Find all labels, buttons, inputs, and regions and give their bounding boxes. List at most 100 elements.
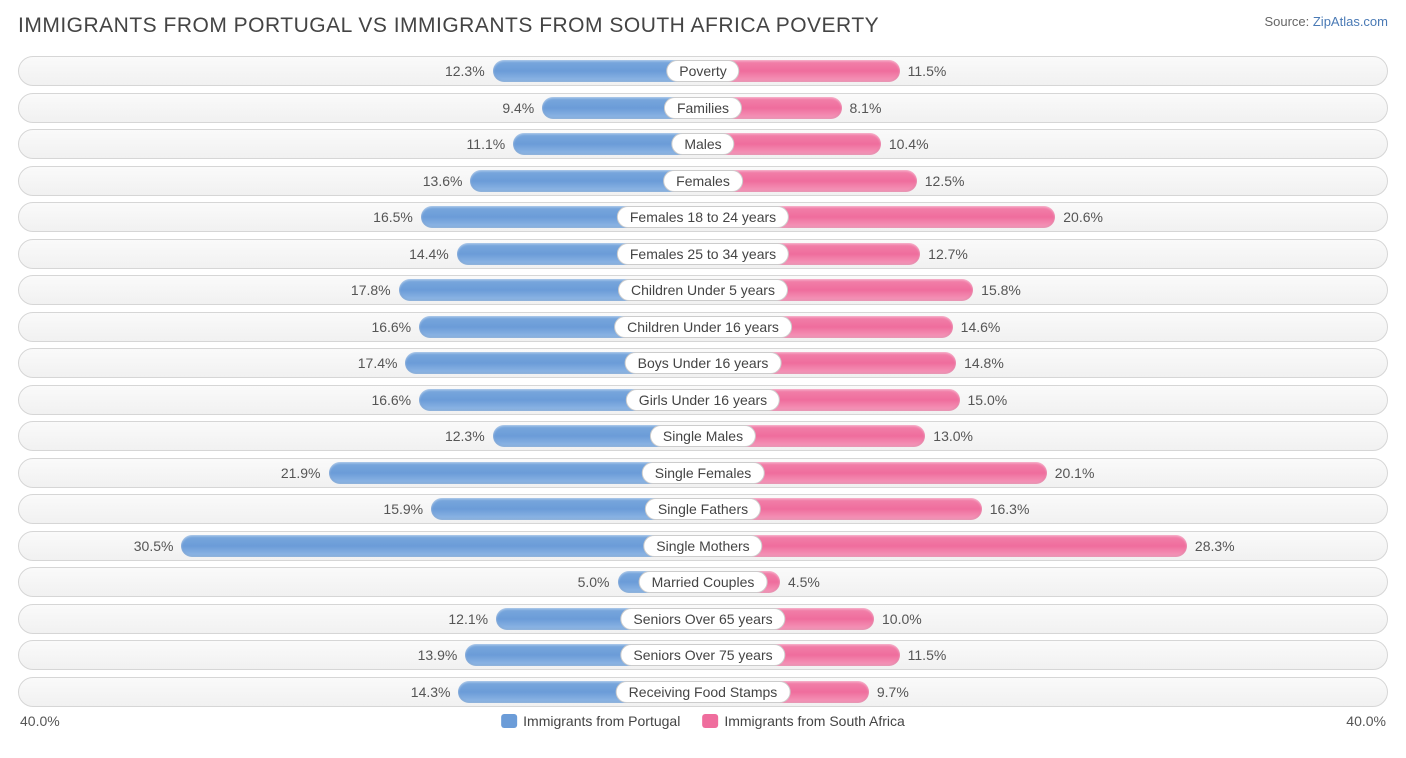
bar-row: 17.8%15.8%Children Under 5 years — [18, 275, 1388, 305]
value-right: 4.5% — [788, 574, 820, 590]
value-left: 14.4% — [409, 246, 449, 262]
value-left: 17.8% — [351, 282, 391, 298]
row-right-half: 14.6% — [703, 316, 1387, 338]
bar-row: 14.3%9.7%Receiving Food Stamps — [18, 677, 1388, 707]
bar-row: 30.5% 28.3% Single Mothers — [18, 531, 1388, 561]
row-left-half: 16.5% — [19, 206, 703, 228]
bar-row: 13.6% 12.5% Females — [18, 166, 1388, 196]
legend: Immigrants from Portugal Immigrants from… — [501, 713, 905, 729]
row-left-half: 12.3% — [19, 60, 703, 82]
row-right-half: 11.5% — [703, 60, 1387, 82]
value-left: 12.3% — [445, 428, 485, 444]
category-label: Seniors Over 75 years — [620, 644, 785, 666]
value-right: 20.1% — [1055, 465, 1095, 481]
row-right-half: 13.0% — [703, 425, 1387, 447]
source-attribution: Source: ZipAtlas.com — [1264, 14, 1388, 29]
value-left: 13.9% — [418, 647, 458, 663]
value-right: 14.8% — [964, 355, 1004, 371]
row-left-half: 30.5% — [19, 535, 703, 557]
bar-row: 13.9% 11.5%Seniors Over 75 years — [18, 640, 1388, 670]
category-label: Females 25 to 34 years — [617, 243, 789, 265]
row-left-half: 14.4% — [19, 243, 703, 265]
bar-row: 16.5%20.6%Females 18 to 24 years — [18, 202, 1388, 232]
value-left: 11.1% — [467, 136, 506, 152]
value-right: 28.3% — [1195, 538, 1235, 554]
row-right-half: 4.5% — [703, 571, 1387, 593]
value-left: 17.4% — [358, 355, 398, 371]
value-right: 9.7% — [877, 684, 909, 700]
row-left-half: 12.1% — [19, 608, 703, 630]
bar-row: 16.6% 15.0% Girls Under 16 years — [18, 385, 1388, 415]
value-left: 21.9% — [281, 465, 321, 481]
row-right-half: 8.1% — [703, 97, 1387, 119]
bar-row: 9.4% 8.1% Families — [18, 93, 1388, 123]
value-right: 15.0% — [968, 392, 1008, 408]
legend-item-left: Immigrants from Portugal — [501, 713, 680, 729]
category-label: Males — [671, 133, 734, 155]
value-left: 13.6% — [423, 173, 463, 189]
category-label: Seniors Over 65 years — [620, 608, 785, 630]
category-label: Children Under 16 years — [614, 316, 792, 338]
row-right-half: 20.1% — [703, 462, 1387, 484]
row-right-half: 10.4% — [703, 133, 1387, 155]
bar-row: 12.3% 13.0% Single Males — [18, 421, 1388, 451]
bar-row: 12.3% 11.5% Poverty — [18, 56, 1388, 86]
bar-row: 11.1% 10.4%Males — [18, 129, 1388, 159]
legend-item-right: Immigrants from South Africa — [702, 713, 905, 729]
row-right-half: 11.5% — [703, 644, 1387, 666]
row-left-half: 15.9% — [19, 498, 703, 520]
bar-row: 15.9%16.3%Single Fathers — [18, 494, 1388, 524]
legend-swatch-pink — [702, 714, 718, 728]
value-right: 10.0% — [882, 611, 922, 627]
category-label: Boys Under 16 years — [625, 352, 782, 374]
category-label: Single Males — [650, 425, 756, 447]
row-left-half: 17.4% — [19, 352, 703, 374]
header: IMMIGRANTS FROM PORTUGAL VS IMMIGRANTS F… — [18, 14, 1388, 38]
bar-row: 21.9% 20.1% Single Females — [18, 458, 1388, 488]
source-prefix: Source: — [1264, 14, 1312, 29]
row-left-half: 5.0% — [19, 571, 703, 593]
row-right-half: 28.3% — [703, 535, 1387, 557]
row-left-half: 13.9% — [19, 644, 703, 666]
row-right-half: 10.0% — [703, 608, 1387, 630]
value-right: 8.1% — [850, 100, 882, 116]
category-label: Single Fathers — [645, 498, 761, 520]
value-right: 11.5% — [908, 63, 947, 79]
row-left-half: 12.3% — [19, 425, 703, 447]
category-label: Females — [663, 170, 743, 192]
row-right-half: 9.7% — [703, 681, 1387, 703]
axis-max-left: 40.0% — [20, 713, 60, 729]
diverging-bar-chart: 12.3% 11.5% Poverty 9.4% 8.1% Families 11.1% 10… — [18, 56, 1388, 707]
row-right-half: 15.0% — [703, 389, 1387, 411]
value-right: 13.0% — [933, 428, 973, 444]
category-label: Single Mothers — [643, 535, 762, 557]
category-label: Poverty — [666, 60, 739, 82]
value-left: 16.6% — [371, 392, 411, 408]
row-left-half: 14.3% — [19, 681, 703, 703]
value-right: 12.5% — [925, 173, 965, 189]
legend-label-left: Immigrants from Portugal — [523, 713, 680, 729]
chart-title: IMMIGRANTS FROM PORTUGAL VS IMMIGRANTS F… — [18, 14, 879, 38]
category-label: Girls Under 16 years — [626, 389, 780, 411]
bar-right — [703, 535, 1187, 557]
value-right: 20.6% — [1063, 209, 1103, 225]
row-right-half: 16.3% — [703, 498, 1387, 520]
value-left: 9.4% — [502, 100, 534, 116]
category-label: Single Females — [642, 462, 765, 484]
bar-row: 16.6%14.6%Children Under 16 years — [18, 312, 1388, 342]
source-link[interactable]: ZipAtlas.com — [1313, 14, 1388, 29]
value-right: 12.7% — [928, 246, 968, 262]
value-left: 30.5% — [134, 538, 174, 554]
value-right: 14.6% — [961, 319, 1001, 335]
row-right-half: 12.7% — [703, 243, 1387, 265]
row-right-half: 15.8% — [703, 279, 1387, 301]
legend-swatch-blue — [501, 714, 517, 728]
value-left: 5.0% — [578, 574, 610, 590]
value-right: 15.8% — [981, 282, 1021, 298]
row-right-half: 12.5% — [703, 170, 1387, 192]
value-left: 14.3% — [411, 684, 451, 700]
value-left: 16.5% — [373, 209, 413, 225]
category-label: Families — [664, 97, 742, 119]
row-left-half: 21.9% — [19, 462, 703, 484]
row-right-half: 20.6% — [703, 206, 1387, 228]
